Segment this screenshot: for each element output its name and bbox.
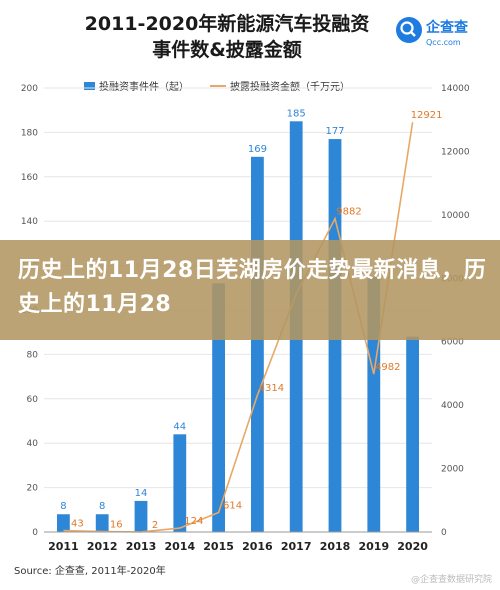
line-data-label: 4982 [375,362,400,373]
left-tick-label: 40 [27,439,39,449]
qcc-logo-icon [396,17,422,43]
right-tick-label: 0 [441,528,447,538]
x-tick-label: 2012 [87,540,118,553]
bar [406,336,420,532]
x-tick-label: 2015 [203,540,234,553]
line-data-label: 43 [71,519,84,530]
watermark: @企查查数据研究院 [411,573,492,585]
x-tick-label: 2011 [48,540,79,553]
line-data-label: 2 [152,520,158,531]
line-data-label: 124 [184,516,203,527]
line-data-label: 9882 [336,207,361,218]
bar-data-label: 14 [135,488,148,499]
qcc-logo-domain: Qcc.com [426,38,461,47]
headline-text: 历史上的11月28日芜湖房价走势最新消息，历史上的11月28 [18,258,487,317]
x-tick-label: 2013 [126,540,157,553]
chart-title-line-2: 事件数&披露金额 [152,38,302,61]
bar [212,283,226,532]
bar [56,514,70,532]
bar [173,434,187,532]
legend-bar-label: 投融资事件件（起） [99,80,189,93]
right-tick-label: 2000 [441,465,464,475]
line-data-label: 614 [223,501,242,512]
chart-title-line-1: 2011-2020年新能源汽车投融资 [85,12,370,35]
bar-data-label: 8 [99,501,105,512]
x-axis: 2011 2012 2013 2014 2015 2016 2017 2018 2019 2020 [44,531,432,553]
chart-legend: 投融资事件件（起） 披露投融资金额（千万元） [84,80,350,93]
left-tick-label: 200 [21,84,38,94]
bar [367,276,381,532]
left-tick-label: 60 [27,395,39,405]
qcc-logo-name: 企查查 [425,19,469,36]
left-tick-label: 80 [27,350,39,360]
left-tick-label: 0 [32,528,38,538]
bar-data-label: 8 [60,501,66,512]
right-tick-label: 6000 [441,338,464,348]
bar [134,500,148,532]
right-tick-label: 14000 [441,84,470,94]
x-tick-label: 2018 [320,540,351,553]
bar-data-label: 44 [173,421,186,432]
qcc-logo: 企查查 Qcc.com [396,17,469,47]
bar-data-label: 177 [325,126,344,137]
line-data-label: 12921 [411,110,443,121]
legend-line-label: 披露投融资金额（千万元） [230,80,350,93]
x-tick-label: 2017 [281,540,312,553]
line-data-label: 4314 [259,383,284,394]
right-tick-label: 12000 [441,147,470,157]
bar [95,514,109,532]
bar [250,156,264,532]
right-tick-label: 4000 [441,401,464,411]
bar-data-label: 185 [287,108,306,119]
left-tick-label: 20 [27,484,39,494]
chart-source: Source: 企查查, 2011年-2020年 [14,564,166,577]
line-data-label: 16 [110,519,123,530]
x-tick-label: 2019 [358,540,389,553]
left-tick-label: 180 [21,128,38,138]
x-tick-label: 2020 [397,540,428,553]
x-tick-label: 2014 [164,540,195,553]
legend-bar-swatch [84,82,95,90]
x-tick-label: 2016 [242,540,273,553]
headline-banner: 历史上的11月28日芜湖房价走势最新消息，历史上的11月28 [0,240,500,340]
left-tick-label: 160 [21,173,38,183]
bar-data-label: 169 [248,144,267,155]
right-tick-label: 10000 [441,211,470,221]
left-tick-label: 140 [21,217,38,227]
